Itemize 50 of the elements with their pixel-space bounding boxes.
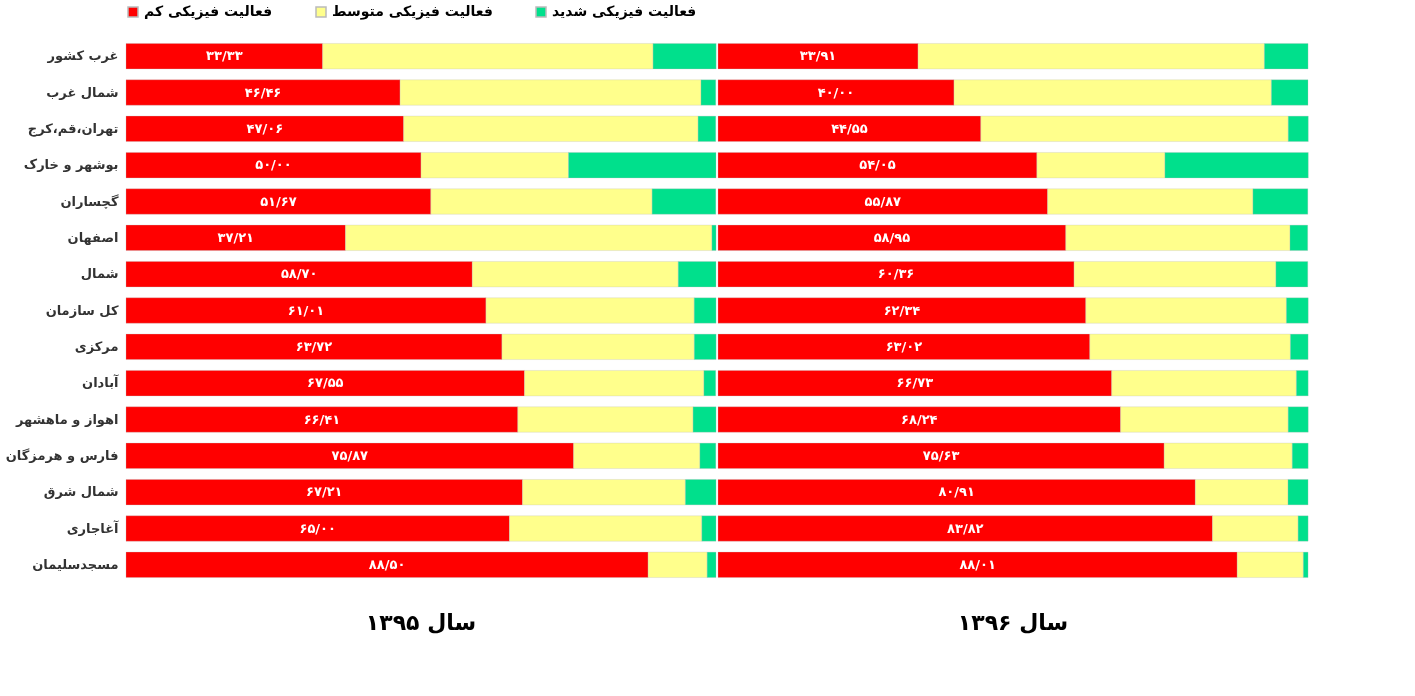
data-label: ۶۳/۷۲ (295, 338, 333, 354)
data-label: ۴۶/۴۶ (244, 84, 282, 100)
text: سال ۱۳۹۵ (365, 610, 477, 635)
legend-label: فعالیت فیزیکی کم (144, 3, 273, 20)
y-tick-label: اهواز و ماهشهر (14, 411, 119, 427)
y-tick-label: شمال (80, 266, 119, 282)
data-label: ۳۳/۳۳ (206, 48, 243, 64)
data-label: ۶۵/۰۰ (299, 520, 336, 536)
data-label: ۶۷/۲۱ (306, 484, 343, 500)
data-label: ۶۶/۷۳ (896, 375, 934, 391)
y-tick-label: مرکزی (74, 338, 119, 354)
data-label: ۴۷/۰۶ (246, 120, 284, 136)
data-label: ۶۳/۰۲ (885, 338, 923, 354)
data-label: ۳۳/۹۱ (799, 48, 837, 64)
data-label: ۸۸/۵۰ (368, 556, 406, 572)
data-label: ۴۰/۰۰ (817, 84, 855, 100)
data-label: ۶۸/۲۴ (901, 411, 938, 427)
data-label: ۵۸/۹۵ (873, 229, 911, 245)
legend-label: فعالیت فیزیکی متوسط (332, 3, 493, 20)
y-tick-label: گچساران (60, 193, 119, 209)
legend-label: فعالیت فیزیکی شدید (552, 3, 697, 20)
y-tick-label: اصفهان (67, 229, 119, 245)
data-label: ۶۶/۴۱ (303, 411, 341, 427)
y-tick-label: تهران،قم،کرج (27, 120, 119, 137)
y-tick-label: شمال شرق (43, 484, 119, 500)
data-label: ۶۲/۳۴ (883, 302, 921, 318)
data-label: ۵۸/۷۰ (280, 266, 318, 282)
data-label: ۶۷/۵۵ (307, 375, 344, 391)
data-label: ۶۱/۰۱ (287, 302, 325, 318)
y-tick-label: مسجدسلیمان (32, 556, 119, 572)
data-label: ۵۵/۸۷ (864, 193, 902, 209)
data-label: ۸۰/۹۱ (938, 484, 975, 500)
y-tick-label: کل سازمان (45, 302, 119, 318)
data-label: ۶۰/۳۶ (877, 266, 915, 282)
y-tick-label: فارس و هرمزگان (5, 447, 119, 463)
data-label: ۸۸/۰۱ (959, 556, 996, 572)
data-label: ۵۴/۰۵ (859, 157, 896, 173)
text: سال ۱۳۹۶ (957, 610, 1069, 635)
data-label: ۵۱/۶۷ (260, 193, 297, 209)
y-tick-label: آبادان (82, 374, 120, 391)
data-label: ۳۷/۲۱ (217, 229, 255, 245)
data-label: ۵۰/۰۰ (255, 157, 292, 173)
y-tick-label: غرب کشور (46, 48, 119, 64)
data-label: ۸۳/۸۲ (947, 520, 984, 536)
data-label: ۷۵/۸۷ (331, 447, 369, 463)
data-label: ۴۴/۵۵ (831, 120, 868, 136)
y-tick-label: آغاجاری (66, 519, 120, 536)
data-label: ۷۵/۶۳ (922, 447, 960, 463)
y-tick-label: بوشهر و خارک (23, 157, 119, 173)
y-tick-label: شمال غرب (46, 84, 119, 100)
